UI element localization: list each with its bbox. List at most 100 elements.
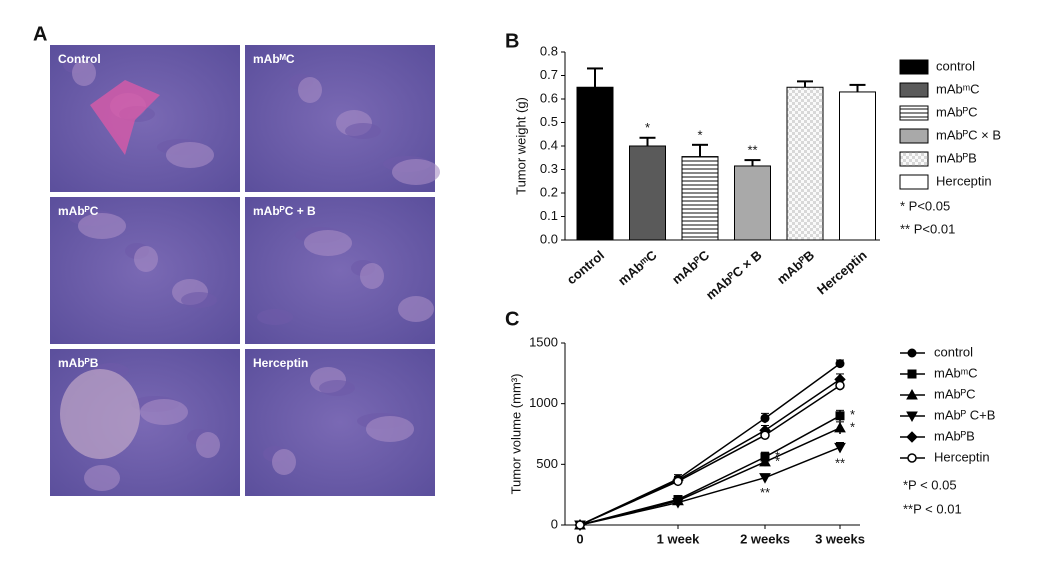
tissue-spot xyxy=(78,213,126,239)
image-label: mAbᴹC xyxy=(253,52,295,66)
marker xyxy=(760,413,770,423)
marker xyxy=(834,442,846,454)
x-tick-label: mAbᴾB xyxy=(774,247,817,287)
y-axis-label: Tumor volume (mm³) xyxy=(508,374,523,495)
tissue-spot xyxy=(181,292,217,308)
footnote: **P < 0.01 xyxy=(903,501,962,516)
marker xyxy=(760,430,770,440)
legend-label: mAbᵐC xyxy=(934,365,978,380)
line xyxy=(579,378,841,526)
legend-label: mAbᴾC xyxy=(936,104,978,119)
legend-label: mAbᴾ C+B xyxy=(934,407,995,422)
marker xyxy=(672,498,684,509)
x-tick-label: mAbᵐC xyxy=(615,247,660,288)
significance: ** xyxy=(747,143,757,158)
legend-label: control xyxy=(934,344,973,359)
bar xyxy=(576,86,614,241)
marker xyxy=(835,359,845,369)
y-tick-label: 0.7 xyxy=(540,67,558,82)
y-tick-label: 0.5 xyxy=(540,114,558,129)
legend-label: mAbᵐC xyxy=(936,81,980,96)
y-tick-label: 0.4 xyxy=(540,137,558,152)
tissue-spot xyxy=(345,123,381,139)
footnote: * P<0.05 xyxy=(900,198,950,213)
x-tick-label: mAbᴾC × B xyxy=(703,247,765,302)
significance: ** xyxy=(835,456,845,471)
tissue-spot xyxy=(140,399,188,425)
marker xyxy=(835,380,845,391)
y-tick-label: 0.3 xyxy=(540,161,558,176)
y-tick-label: 500 xyxy=(536,456,558,471)
panel-label: A xyxy=(33,23,47,45)
y-tick-label: 1500 xyxy=(529,334,558,349)
chart-c: C Tumor volume (mm³) 0 500 1000 1500 0 1 week 2 … xyxy=(505,308,995,546)
legend-swatch xyxy=(899,128,929,144)
tissue-spot xyxy=(196,432,220,458)
tissue-spot xyxy=(257,309,293,325)
tissue-spot xyxy=(298,77,322,103)
tissue-spot xyxy=(392,159,440,185)
panel-label: C xyxy=(505,308,519,330)
legend-label: Herceptin xyxy=(934,449,990,464)
legend-swatch xyxy=(899,174,929,190)
x-tick-label: mAbᴾC xyxy=(669,247,713,287)
legend-marker xyxy=(907,369,917,379)
tissue-spot xyxy=(272,449,296,475)
panel-label: B xyxy=(505,30,519,52)
bar xyxy=(734,165,771,241)
y-tick-label: 0 xyxy=(551,516,558,531)
significance: * xyxy=(775,453,780,468)
image-label: mAbᴾC + B xyxy=(253,204,316,218)
legend-marker xyxy=(906,431,918,443)
x-tick-label: 2 weeks xyxy=(740,531,790,546)
legend-label: mAbᴾC xyxy=(934,386,976,401)
significance: * xyxy=(850,419,855,434)
image-label: Control xyxy=(58,52,101,66)
tissue-spot xyxy=(366,416,414,442)
tissue-spot xyxy=(360,263,384,289)
footnote: *P < 0.05 xyxy=(903,477,957,492)
legend-label: Herceptin xyxy=(936,173,992,188)
legend-marker xyxy=(907,453,917,463)
legend-marker xyxy=(906,411,918,423)
y-tick-label: 0.8 xyxy=(540,43,558,58)
x-tick-label: control xyxy=(564,247,607,287)
histology-grid: Control mAbᴹC mAbᴾC mAbᴾC + B mAbᴾB Herceptin xyxy=(50,45,440,496)
tissue-spot xyxy=(319,380,355,396)
tissue-spot xyxy=(398,296,434,322)
y-tick-label: 0.6 xyxy=(540,90,558,105)
legend-swatch xyxy=(899,151,929,167)
legend-label: control xyxy=(936,58,975,73)
image-label: mAbᴾC xyxy=(58,204,99,218)
x-tick-label: Herceptin xyxy=(814,247,870,297)
x-tick-label: 3 weeks xyxy=(815,531,865,546)
significance: * xyxy=(645,120,650,135)
line xyxy=(579,363,841,526)
x-tick-label: 0 xyxy=(576,531,583,546)
y-axis-label: Tumor weight (g) xyxy=(513,97,528,195)
footnote: ** P<0.01 xyxy=(900,221,955,236)
line xyxy=(579,384,841,526)
y-tick-label: 1000 xyxy=(529,395,558,410)
significance: * xyxy=(850,407,855,422)
marker xyxy=(673,476,683,487)
chart-b: B Tumor weight (g) 0.0 0.1 0.2 0.3 0.4 0.5 0.6 0.… xyxy=(505,30,1001,302)
y-tick-label: 0.2 xyxy=(540,184,558,199)
tissue-spot xyxy=(72,60,96,86)
bar xyxy=(629,145,666,241)
significance: ** xyxy=(760,485,770,500)
y-tick-label: 0.1 xyxy=(540,208,558,223)
legend-marker xyxy=(907,348,917,358)
legend-swatch xyxy=(899,105,929,121)
tissue-spot xyxy=(134,246,158,272)
image-label: mAbᴾB xyxy=(58,356,99,370)
legend-label: mAbᴾB xyxy=(934,428,975,443)
marker xyxy=(759,473,771,484)
marker xyxy=(835,411,845,421)
line xyxy=(579,446,841,526)
bar xyxy=(786,86,824,241)
legend-marker xyxy=(906,388,918,400)
legend-swatch xyxy=(899,82,929,98)
tissue-spot xyxy=(166,142,214,168)
